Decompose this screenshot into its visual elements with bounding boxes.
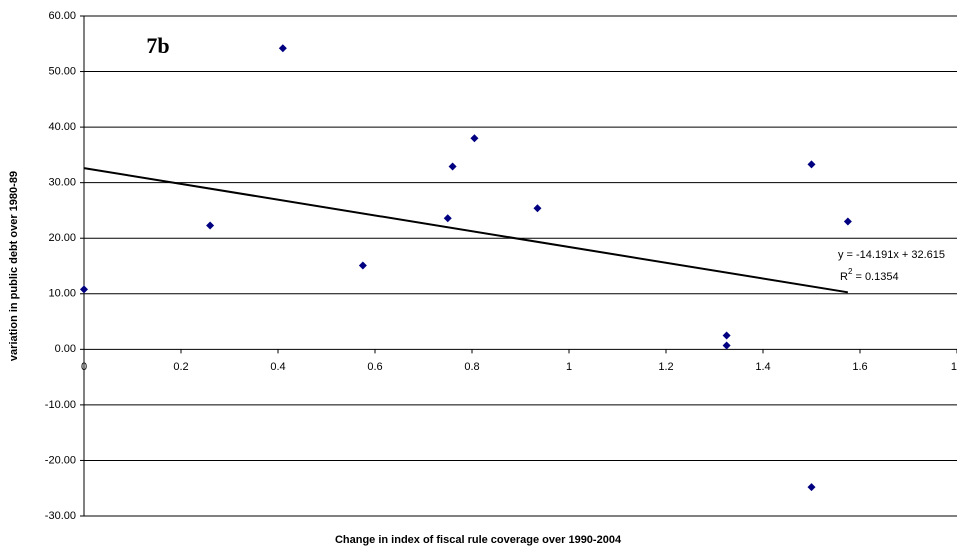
- x-tick-label: 1: [566, 361, 572, 373]
- data-point: [80, 285, 88, 294]
- data-point: [448, 162, 457, 171]
- y-tick-label: 0.00: [55, 343, 76, 355]
- trendline-equation: y = -14.191x + 32.615: [838, 249, 945, 261]
- x-tick-label: 1.2: [658, 361, 673, 373]
- annotation: 7b: [146, 33, 169, 58]
- y-tick-label: -20.00: [45, 454, 76, 466]
- x-tick-label: 0.6: [367, 361, 382, 373]
- y-tick-label: -10.00: [45, 399, 76, 411]
- data-point: [807, 160, 816, 169]
- data-point: [807, 483, 816, 492]
- trendline-r2: R2 = 0.1354: [840, 267, 899, 283]
- data-point: [358, 261, 367, 270]
- data-point: [278, 44, 287, 53]
- y-tick-label: -30.00: [45, 510, 76, 522]
- x-tick-label: 0.4: [270, 361, 285, 373]
- r2-rest: = 0.1354: [852, 271, 898, 283]
- y-tick-label: 10.00: [48, 288, 76, 300]
- x-tick-label: 0: [81, 361, 87, 373]
- trendline: [83, 167, 849, 294]
- x-tick-label: 1.6: [852, 361, 867, 373]
- data-point: [533, 204, 542, 213]
- r2-base: R: [840, 271, 848, 283]
- y-tick-label: 40.00: [48, 121, 76, 133]
- r2-sup: 2: [848, 267, 853, 276]
- data-point: [843, 217, 852, 226]
- y-tick-label: 20.00: [48, 232, 76, 244]
- data-point: [722, 331, 731, 340]
- x-tick-label: 1: [951, 361, 957, 373]
- data-point: [470, 134, 479, 143]
- y-tick-label: 30.00: [48, 177, 76, 189]
- data-point: [443, 214, 452, 223]
- y-tick-label: 50.00: [48, 65, 76, 77]
- data-point: [722, 341, 731, 350]
- y-axis-title: variation in public debt over 1980-89: [8, 171, 20, 361]
- x-tick-label: 1.4: [755, 361, 770, 373]
- y-tick-label: 60.00: [48, 10, 76, 22]
- x-tick-label: 0.2: [173, 361, 188, 373]
- x-axis-title: Change in index of fiscal rule coverage …: [335, 534, 622, 546]
- x-tick-label: 0.8: [464, 361, 479, 373]
- data-point: [206, 221, 215, 230]
